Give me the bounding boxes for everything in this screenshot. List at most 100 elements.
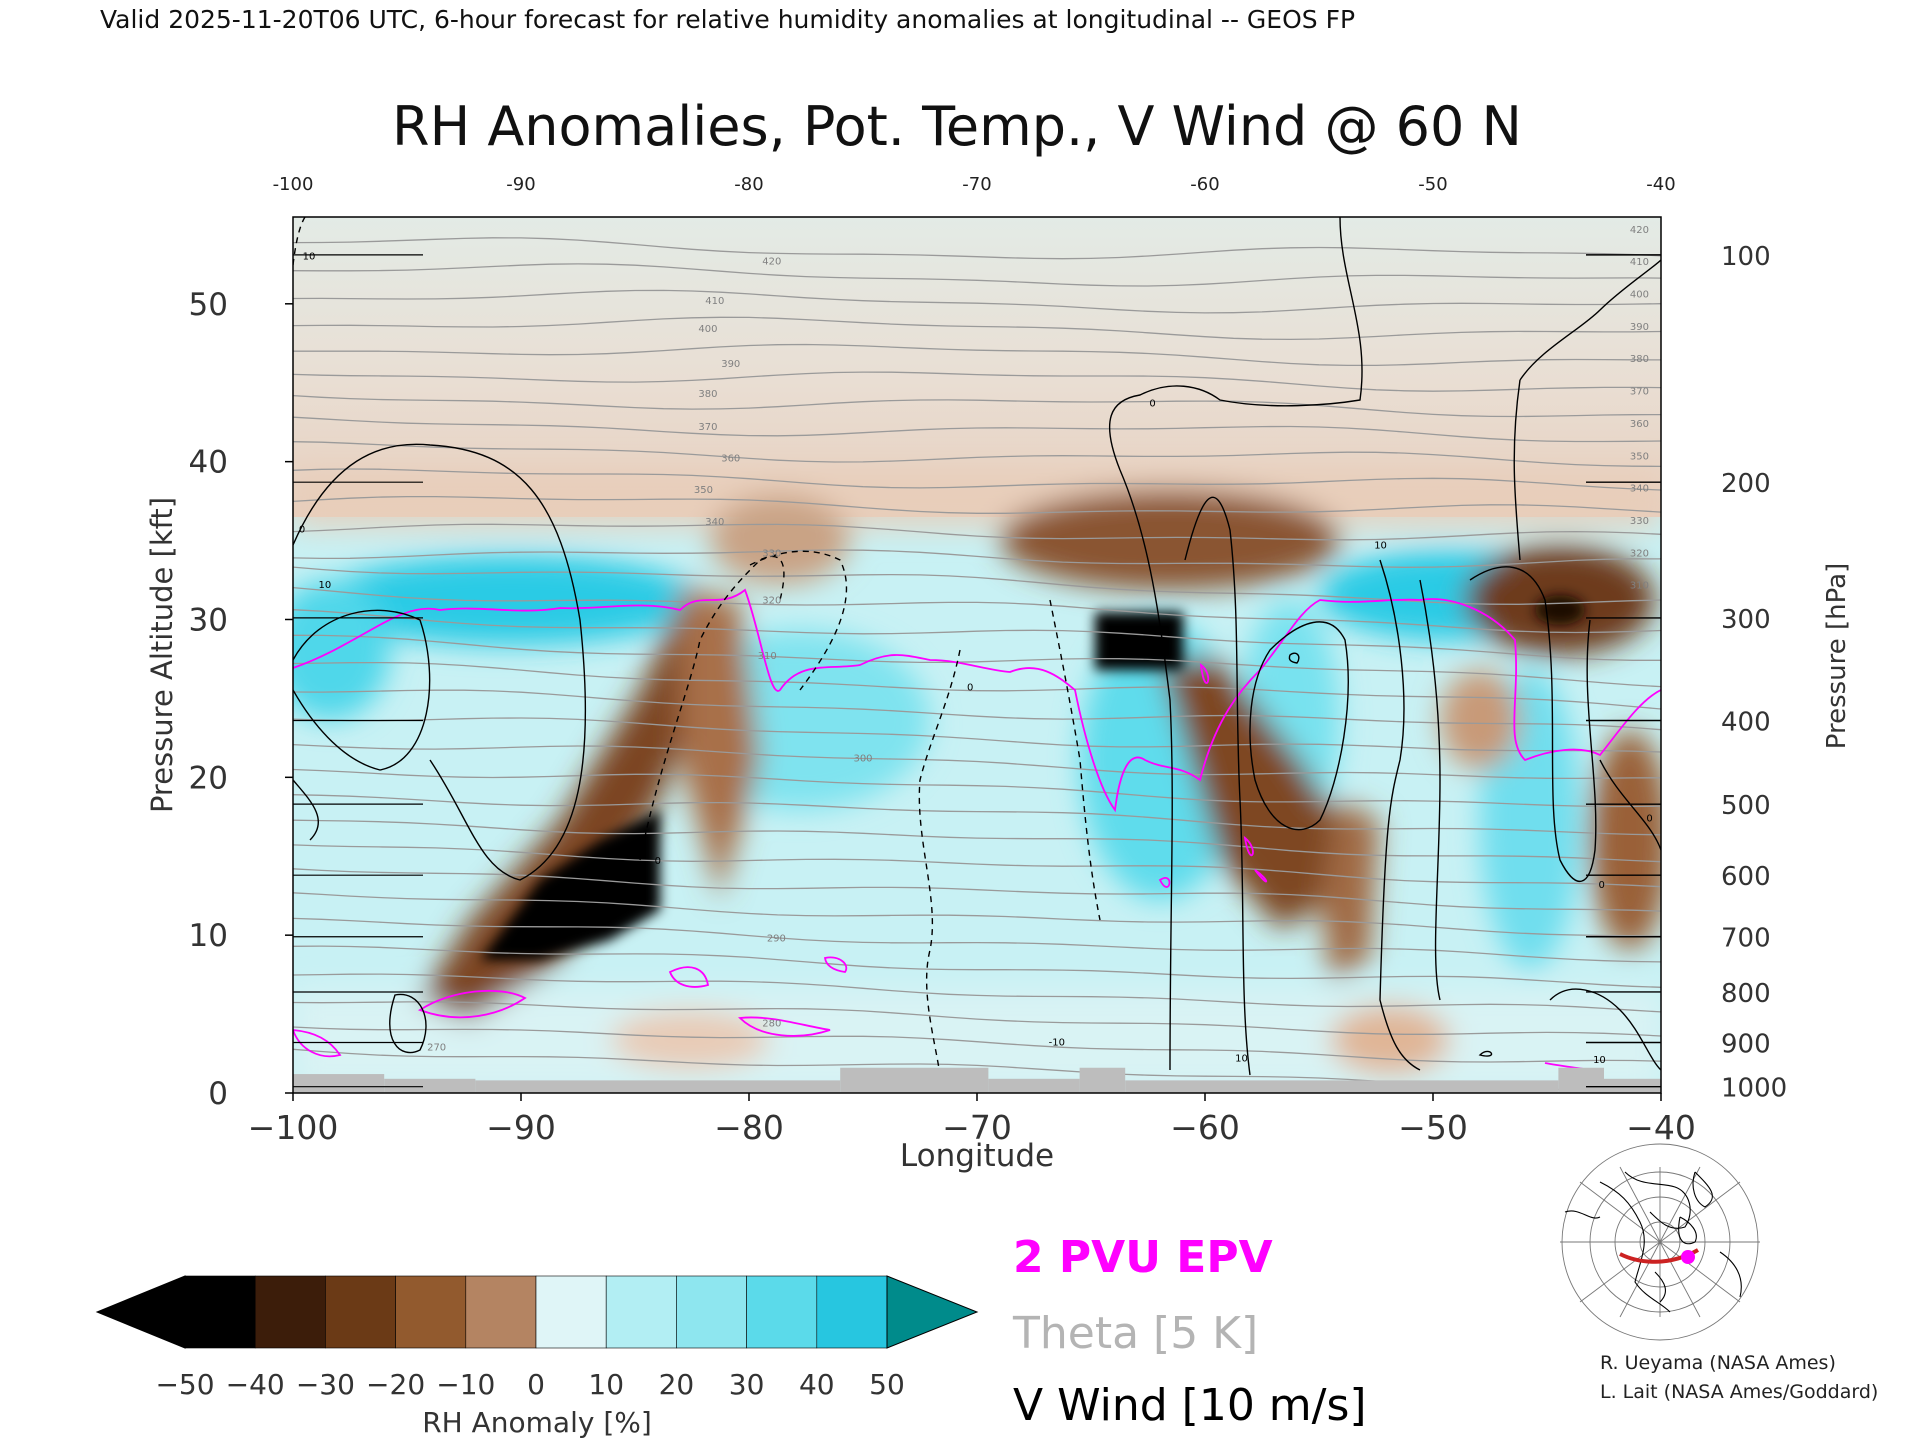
colorbar-tick-label: −50 (155, 1368, 214, 1401)
theta-contour (293, 661, 1661, 710)
surface-topography (293, 1067, 1661, 1093)
colorbar-tick-label: 30 (729, 1368, 765, 1401)
wind-contour-label: 0 (299, 525, 305, 536)
theta-contour (293, 416, 1661, 443)
theta-contour (293, 892, 1661, 937)
dry-core-east (1095, 612, 1183, 670)
pressure-tick-label: 500 (1721, 791, 1771, 821)
theta-contour (293, 819, 1661, 863)
wind-contour-label: -10 (1049, 1038, 1065, 1049)
pressure-tick-label: 900 (1721, 1029, 1771, 1059)
theta-contour (293, 394, 1661, 418)
theta-contour (293, 468, 1661, 491)
theta-contour-label: 380 (1630, 354, 1649, 365)
theta-contour-label: 420 (762, 256, 781, 267)
theta-contour (293, 1001, 1661, 1037)
x-axis: −100 −90 −80 −70 −60 −50 −40 (248, 1093, 1696, 1147)
y-tick-label: 0 (208, 1076, 228, 1112)
colorbar-cell (184, 1275, 256, 1349)
y-axis-title: Pressure Altitude [kft] (145, 497, 179, 813)
chart-title: RH Anomalies, Pot. Temp., V Wind @ 60 N (392, 95, 1522, 158)
dry-band-upper (1000, 490, 1340, 590)
legend-vwind: V Wind [10 m/s] (1013, 1380, 1367, 1431)
y-tick-label: 10 (189, 918, 228, 954)
top-tick-label: -50 (1418, 174, 1447, 195)
theta-contour (293, 609, 1661, 661)
y-tick-label: 20 (189, 760, 228, 796)
legend-epv: 2 PVU EPV (1013, 1232, 1273, 1283)
colorbar-cell (325, 1275, 396, 1349)
theta-contour-label: 370 (698, 422, 717, 433)
colorbar-tick-label: 20 (659, 1368, 695, 1401)
colorbar-cell (605, 1275, 677, 1349)
theta-contour (293, 263, 1661, 287)
theta-contour-label: 410 (705, 296, 724, 307)
theta-contour-label: 420 (1630, 225, 1649, 236)
ground-segment (1604, 1078, 1661, 1093)
theta-contour (293, 945, 1661, 988)
theta-contour (293, 566, 1661, 605)
contour-legend: 2 PVU EPV Theta [5 K] V Wind [10 m/s] (1012, 1232, 1367, 1431)
theta-contour-label: 340 (1630, 484, 1649, 495)
theta-contour-label: 410 (1630, 257, 1649, 268)
colorbar-cell (816, 1275, 888, 1349)
theta-contour (293, 586, 1661, 634)
theta-contour-label: 280 (762, 1019, 781, 1030)
x-tick-label: −90 (486, 1108, 556, 1147)
theta-contour (293, 371, 1661, 392)
colorbar-max-arrow (886, 1275, 979, 1349)
theta-contour (293, 689, 1661, 731)
theta-contour-labels: 420 410 400 390 380 370 360 350 340 330 320 310 300 2… (427, 225, 1649, 1054)
colorbar-tick-label: −10 (436, 1368, 495, 1401)
theta-contour-label: 310 (1630, 581, 1649, 592)
theta-contour-label: 340 (705, 517, 724, 528)
theta-contour-label: 270 (427, 1042, 446, 1053)
theta-contour-label: 350 (1630, 451, 1649, 462)
pressure-tick-label: 600 (1721, 862, 1771, 892)
valid-time-line: Valid 2025-11-20T06 UTC, 6-hour forecast… (100, 5, 1355, 34)
theta-contour (293, 844, 1661, 888)
theta-contour-label: 360 (721, 454, 740, 465)
v-wind-contours (293, 217, 1661, 1076)
pressure-tick-label: 800 (1721, 979, 1771, 1009)
theta-contour (293, 634, 1661, 688)
pressure-tick-label: 200 (1721, 469, 1771, 499)
colorbar-tick-label: 0 (527, 1368, 545, 1401)
top-longitude-axis: -100 -90 -80 -70 -60 -50 -40 (273, 174, 1676, 195)
top-tick-label: -80 (734, 174, 763, 195)
y-tick-label: 50 (189, 287, 228, 323)
theta-contour (293, 441, 1661, 468)
theta-contour (293, 973, 1661, 1013)
theta-contour (293, 868, 1661, 912)
colorbar-cell (746, 1275, 818, 1349)
theta-contour-label: 320 (762, 596, 781, 607)
wind-contour-label: 10 (1593, 1055, 1606, 1066)
theta-contour-label: 390 (1630, 322, 1649, 333)
polar-stereographic-locator-map-icon (1560, 1143, 1760, 1341)
credit-line-1: R. Ueyama (NASA Ames) (1600, 1352, 1836, 1374)
wind-contour-label: 10 (319, 580, 332, 591)
theta-contour-label: 310 (758, 651, 777, 662)
colorbar-cell (254, 1275, 326, 1349)
top-tick-label: -70 (962, 174, 991, 195)
theta-contour-label: 360 (1630, 419, 1649, 430)
wind-contour-label: 0 (655, 856, 661, 867)
theta-contour-label: 290 (767, 933, 786, 944)
ground-segment (988, 1078, 1080, 1093)
colorbar-min-arrow (95, 1275, 186, 1349)
colorbar-title: RH Anomaly [%] (422, 1406, 652, 1439)
x-axis-title: Longitude (900, 1138, 1054, 1174)
y-tick-label: 40 (189, 445, 228, 481)
theta-contour (293, 549, 1661, 568)
colorbar-tick-label: 40 (799, 1368, 835, 1401)
credit-line-2: L. Lait (NASA Ames/Goddard) (1600, 1381, 1878, 1403)
x-tick-label: −80 (714, 1108, 784, 1147)
x-tick-label: −50 (1398, 1108, 1468, 1147)
y-tick-label: 30 (189, 602, 228, 638)
colorbar: −50 −40 −30 −20 −10 0 10 20 30 40 50 (95, 1275, 979, 1401)
theta-contour (293, 768, 1661, 808)
x-tick-label: −100 (248, 1108, 339, 1147)
x-tick-label: −60 (1170, 1108, 1240, 1147)
theta-contour (293, 495, 1661, 514)
